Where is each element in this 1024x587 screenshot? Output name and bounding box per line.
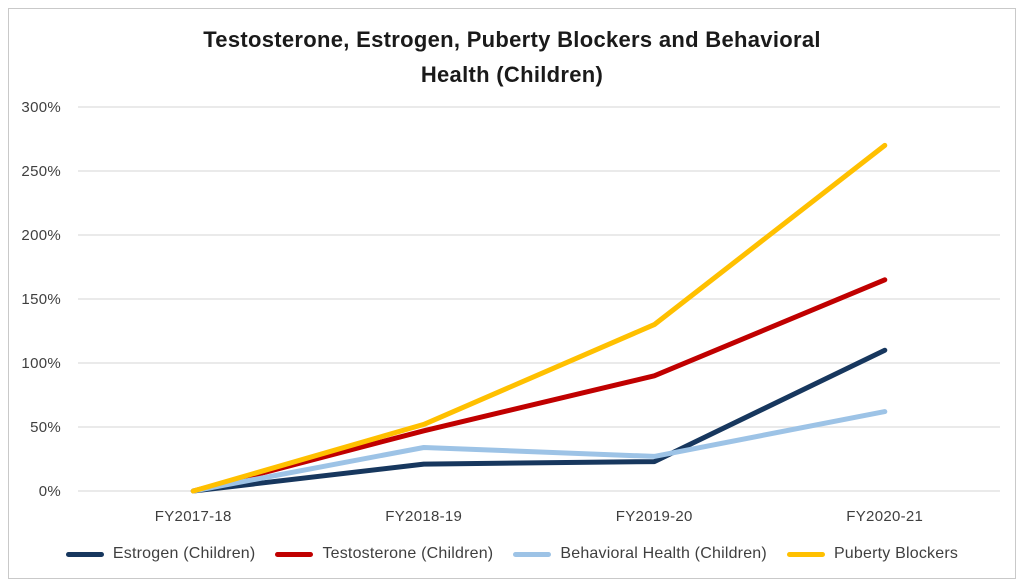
legend-item-2: Behavioral Health (Children) bbox=[513, 545, 767, 563]
chart-title-line1: Testosterone, Estrogen, Puberty Blockers… bbox=[203, 27, 821, 52]
chart-title-line2: Health (Children) bbox=[420, 62, 604, 87]
x-axis-tick-label: FY2019-20 bbox=[616, 508, 693, 525]
chart-title: Testosterone, Estrogen, Puberty Blockers… bbox=[0, 22, 1024, 92]
legend-swatch-icon bbox=[65, 551, 104, 557]
y-axis-tick-label: 0% bbox=[39, 483, 61, 500]
y-axis-tick-label: 100% bbox=[21, 355, 61, 372]
legend-item-3: Puberty Blockers bbox=[786, 545, 959, 563]
legend-item-1: Testosterone (Children) bbox=[275, 545, 493, 563]
x-axis-tick-label: FY2018-19 bbox=[385, 508, 462, 525]
series-line-3 bbox=[190, 142, 888, 494]
legend-label: Estrogen (Children) bbox=[112, 545, 256, 562]
legend-label: Puberty Blockers bbox=[833, 545, 959, 562]
legend-swatch-icon bbox=[513, 551, 552, 557]
y-axis-tick-label: 250% bbox=[21, 163, 61, 180]
legend-swatch-icon bbox=[786, 551, 825, 557]
x-axis-tick-label: FY2017-18 bbox=[155, 508, 232, 525]
y-axis-tick-label: 300% bbox=[21, 99, 61, 116]
legend-label: Behavioral Health (Children) bbox=[560, 545, 767, 562]
legend: Estrogen (Children) Testosterone (Childre… bbox=[0, 540, 1024, 568]
y-axis-tick-label: 200% bbox=[21, 227, 61, 244]
y-axis-tick-label: 50% bbox=[30, 419, 61, 436]
legend-label: Testosterone (Children) bbox=[322, 545, 494, 562]
x-axis-tick-label: FY2020-21 bbox=[846, 508, 923, 525]
legend-item-0: Estrogen (Children) bbox=[65, 545, 256, 563]
series-line-0 bbox=[190, 347, 888, 494]
series-line-1 bbox=[190, 277, 888, 494]
y-axis-tick-label: 150% bbox=[21, 291, 61, 308]
series-line-2 bbox=[190, 409, 888, 494]
legend-swatch-icon bbox=[275, 551, 314, 557]
